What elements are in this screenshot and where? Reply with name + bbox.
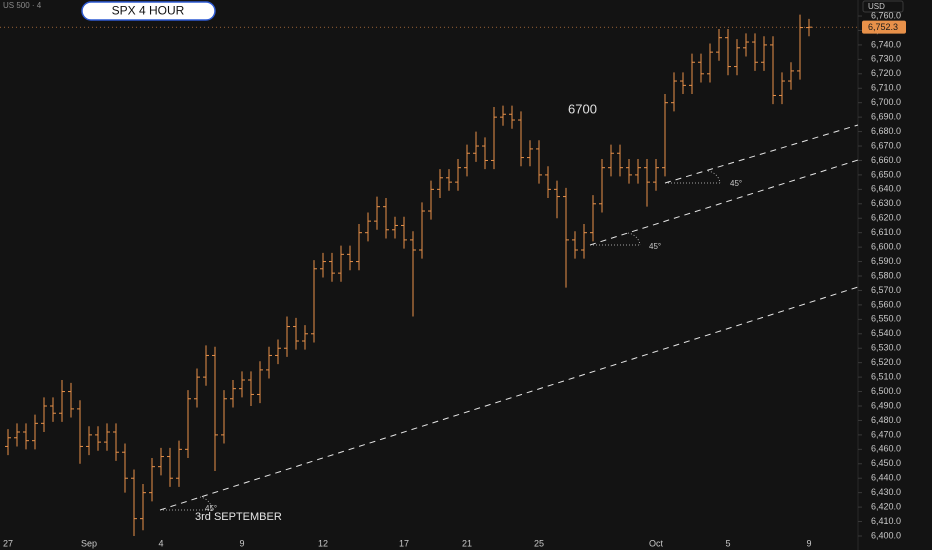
last-price-label: 6,752.3 [868,22,898,32]
symbol-label: US 500 · 4 [3,1,42,10]
y-tick-label: 6,460.0 [871,444,901,454]
annotation: 3rd SEPTEMBER [195,511,282,523]
y-tick-label: 6,530.0 [871,343,901,353]
y-tick-label: 6,610.0 [871,227,901,237]
angle-marker [160,496,213,511]
annotation: 6700 [568,101,597,116]
y-tick-label: 6,660.0 [871,155,901,165]
trend-line [664,124,859,184]
y-tick-label: 6,730.0 [871,54,901,64]
y-tick-label: 6,600.0 [871,241,901,251]
y-tick-label: 6,710.0 [871,83,901,93]
y-tick-label: 6,570.0 [871,285,901,295]
y-tick-label: 6,540.0 [871,328,901,338]
y-tick-label: 6,490.0 [871,400,901,410]
x-tick-label: 27 [3,538,13,548]
y-tick-label: 6,640.0 [871,184,901,194]
x-tick-label: 4 [158,538,163,548]
chart-title: SPX 4 HOUR [112,4,185,18]
x-tick-label: 5 [725,538,730,548]
angle-marker [590,232,641,246]
y-tick-label: 6,500.0 [871,386,901,396]
x-tick-label: 17 [399,538,409,548]
angle-marker [665,170,721,184]
y-tick-label: 6,680.0 [871,126,901,136]
y-tick-label: 6,470.0 [871,429,901,439]
y-tick-label: 6,420.0 [871,501,901,511]
y-tick-label: 6,480.0 [871,415,901,425]
trend-line [159,286,859,511]
trend-line [589,159,859,246]
y-tick-label: 6,440.0 [871,473,901,483]
title-box [81,1,216,21]
annotation: 45° [205,504,217,513]
y-tick-label: 6,560.0 [871,299,901,309]
y-tick-label: 6,690.0 [871,112,901,122]
y-tick-label: 6,400.0 [871,530,901,540]
currency-box [862,0,904,13]
last-price-box [862,20,906,34]
annotation: 45° [649,242,661,251]
y-tick-label: 6,740.0 [871,39,901,49]
currency: USD [868,2,885,11]
y-tick-label: 6,720.0 [871,68,901,78]
y-tick-label: 6,430.0 [871,487,901,497]
x-tick-label: 25 [534,538,544,548]
y-tick-label: 6,520.0 [871,357,901,367]
y-tick-label: 6,670.0 [871,140,901,150]
x-tick-label: 12 [318,538,328,548]
y-tick-label: 6,410.0 [871,516,901,526]
annotation: 45° [730,179,742,188]
y-tick-label: 6,760.0 [871,10,901,20]
y-tick-label: 6,700.0 [871,97,901,107]
y-tick-label: 6,590.0 [871,256,901,266]
y-tick-label: 6,510.0 [871,371,901,381]
y-tick-label: 6,580.0 [871,270,901,280]
y-tick-label: 6,450.0 [871,458,901,468]
x-tick-label: 9 [806,538,811,548]
x-tick-label: 21 [462,538,472,548]
y-tick-label: 6,620.0 [871,213,901,223]
y-tick-label: 6,650.0 [871,169,901,179]
y-tick-label: 6,630.0 [871,198,901,208]
x-tick-label: Oct [649,538,664,548]
x-tick-label: Sep [81,538,97,548]
y-tick-label: 6,550.0 [871,314,901,324]
x-tick-label: 9 [239,538,244,548]
